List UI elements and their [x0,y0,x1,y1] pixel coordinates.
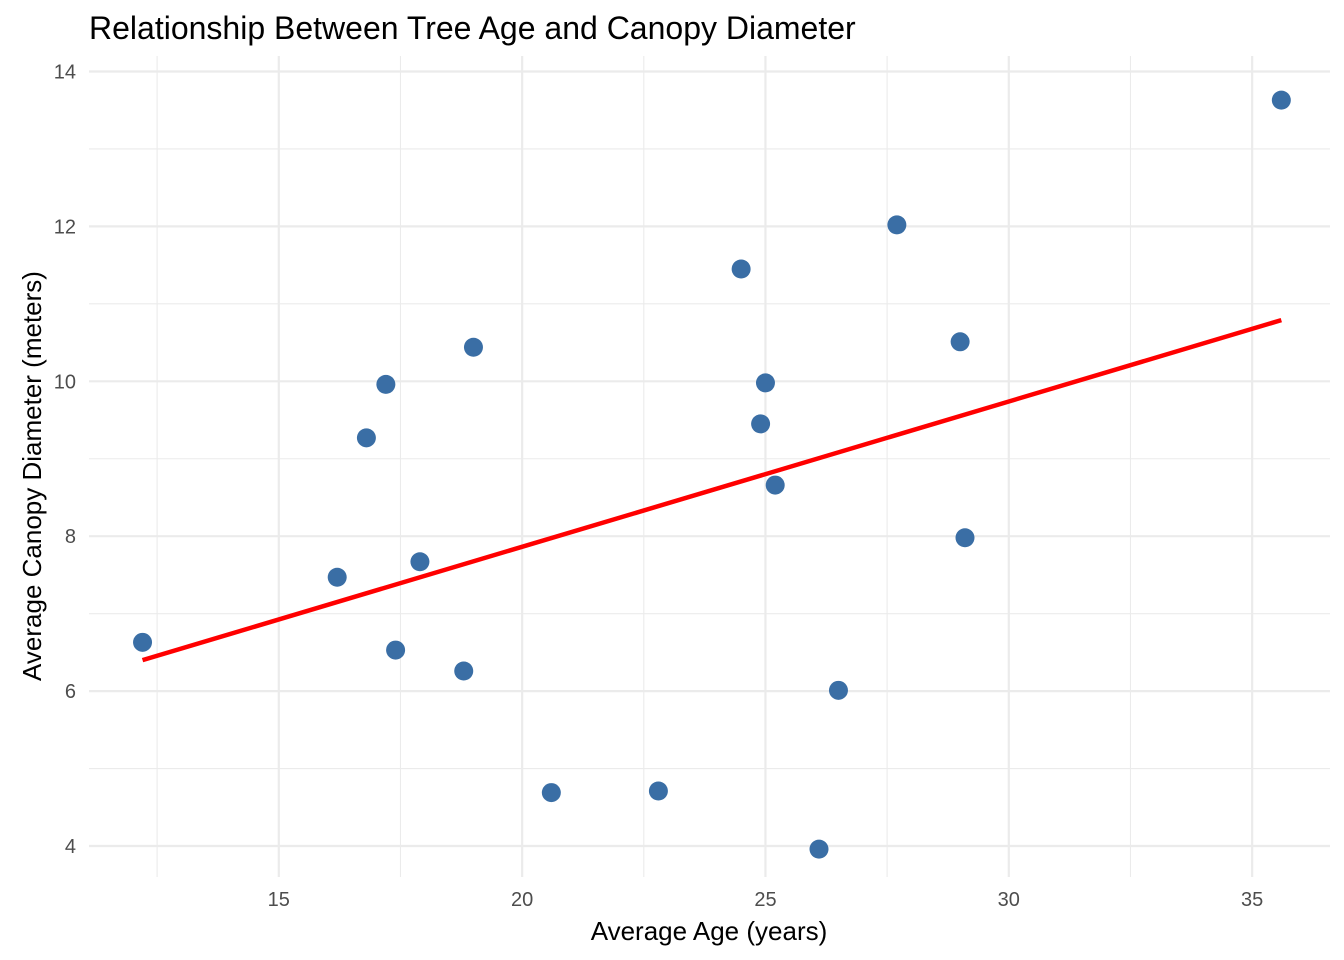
y-tick-label: 6 [65,681,76,703]
data-point [955,528,975,548]
x-axis-label: Average Age (years) [591,916,828,946]
trend-layer [141,317,1282,663]
data-point [1271,90,1291,110]
data-point [133,632,153,652]
x-tick-label: 30 [998,889,1020,911]
data-point [386,640,406,660]
chart-title: Relationship Between Tree Age and Canopy… [89,10,856,46]
data-point [765,475,785,495]
y-tick-label: 14 [54,61,76,83]
data-point [755,373,775,393]
data-point [751,414,771,434]
y-tick-label: 4 [65,836,76,858]
y-tick-label: 10 [54,371,76,393]
data-point [463,337,483,357]
x-tick-label: 35 [1241,889,1263,911]
data-point [410,552,430,572]
minor-gridlines [89,56,1330,877]
major-gridlines [89,56,1330,877]
data-point [809,839,829,859]
data-point [356,428,376,448]
data-point [541,783,561,803]
data-point [950,332,970,352]
trend-line [141,317,1282,663]
y-axis-label: Average Canopy Diameter (meters) [17,271,47,681]
data-point [376,374,396,394]
y-tick-label: 12 [54,216,76,238]
x-tick-label: 25 [754,889,776,911]
x-tick-label: 15 [268,889,290,911]
x-axis-tick-labels: 15 20 25 30 35 [268,889,1264,911]
data-point [327,567,347,587]
y-tick-label: 8 [65,526,76,548]
data-point [887,215,907,235]
data-point [731,259,751,279]
data-point [828,680,848,700]
data-point [648,781,668,801]
y-axis-tick-labels: 4 6 8 10 12 14 [54,61,76,858]
data-point [454,661,474,681]
data-points [133,90,1291,859]
x-tick-label: 20 [511,889,533,911]
